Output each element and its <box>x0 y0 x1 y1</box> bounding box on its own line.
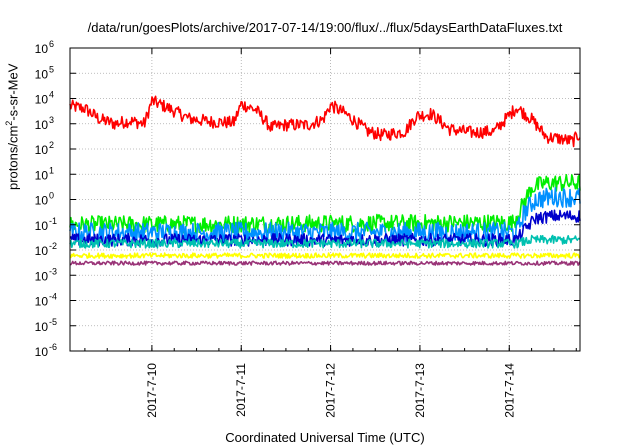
y-tick-exponent: 3 <box>49 115 54 125</box>
y-tick-label: 10 <box>35 42 49 56</box>
y-tick-exponent: 2 <box>49 140 54 150</box>
y-axis-label-exponent: 2 <box>4 120 14 126</box>
y-tick-label: 10 <box>35 219 49 233</box>
y-tick-label: 10 <box>35 244 49 258</box>
y-tick-label: 10 <box>35 269 49 283</box>
series-line-1 <box>69 95 581 148</box>
x-tick-label: 2017-7-13 <box>413 363 427 418</box>
x-tick-label: 2017-7-10 <box>145 363 159 418</box>
grid <box>70 48 580 351</box>
y-tick-label: 10 <box>35 168 49 182</box>
y-tick-label: 10 <box>35 143 49 157</box>
y-tick-exponent: 5 <box>49 64 54 74</box>
series-line-3 <box>69 186 581 244</box>
y-tick-label: 10 <box>35 118 49 132</box>
y-tick-exponent: -6 <box>49 342 57 352</box>
chart-title: /data/run/goesPlots/archive/2017-07-14/1… <box>87 20 563 35</box>
y-tick-exponent: -5 <box>49 317 57 327</box>
y-axis-label-prefix: protons/cm <box>5 125 21 190</box>
y-tick-exponent: -2 <box>49 241 57 251</box>
y-tick-label: 10 <box>35 320 49 334</box>
y-tick-exponent: -3 <box>49 266 57 276</box>
y-tick-exponent: -1 <box>49 216 57 226</box>
x-tick-label: 2017-7-11 <box>234 363 248 417</box>
x-tick-label: 2017-7-12 <box>324 363 338 418</box>
y-tick-exponent: -4 <box>49 292 57 302</box>
y-axis-label: protons/cm2-s-sr-MeV <box>4 64 20 190</box>
y-tick-label: 10 <box>35 194 49 208</box>
x-axis-label: Coordinated Universal Time (UTC) <box>225 430 425 445</box>
series-line-6 <box>69 252 581 259</box>
y-axis-label-suffix: -s-sr-MeV <box>5 63 21 121</box>
y-tick-exponent: 6 <box>49 39 54 49</box>
y-tick-label: 10 <box>35 93 49 107</box>
y-tick-exponent: 4 <box>49 90 54 100</box>
series-layer <box>69 95 581 266</box>
series-line-7 <box>70 260 581 266</box>
x-tick-label: 2017-7-14 <box>502 363 516 418</box>
y-tick-label: 10 <box>35 67 49 81</box>
y-tick-label: 10 <box>35 345 49 359</box>
y-tick-exponent: 0 <box>49 191 54 201</box>
y-tick-exponent: 1 <box>49 165 54 175</box>
y-tick-label: 10 <box>35 295 49 309</box>
series-line-5 <box>69 234 581 249</box>
